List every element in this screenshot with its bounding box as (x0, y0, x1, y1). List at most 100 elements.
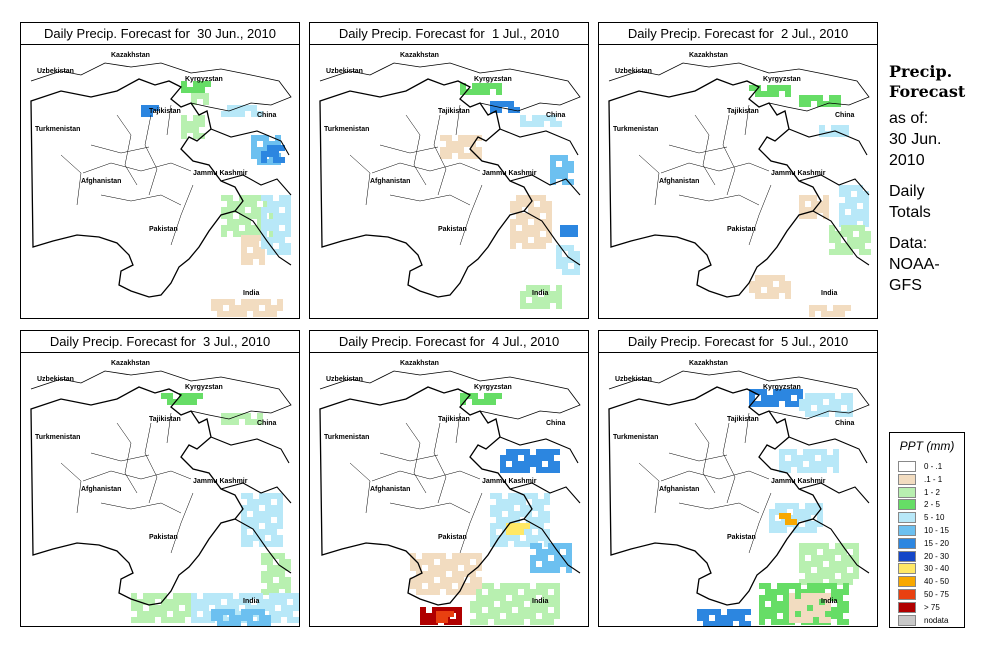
country-border (210, 128, 292, 266)
precip-cell (508, 517, 514, 523)
precip-cell (550, 179, 556, 185)
precip-cell (257, 413, 263, 419)
precip-cell (203, 99, 209, 105)
panel-title: Daily Precip. Forecast for 2 Jul., 2010 (599, 23, 877, 45)
precip-cell (829, 393, 835, 399)
precip-cell (777, 601, 783, 607)
precip-cell (851, 209, 857, 215)
precip-cell (241, 299, 247, 305)
precip-cell (847, 555, 853, 561)
precip-cell (470, 553, 476, 559)
precip-cell (193, 133, 199, 139)
precip-map: Uzbekistan Kazakhstan Kyrgyzstan Tajikistan… (608, 360, 870, 626)
precip-cell (825, 583, 831, 589)
precip-cell (805, 195, 811, 201)
precip-cell (839, 215, 845, 221)
precip-cell (524, 613, 530, 619)
precip-cell (185, 599, 191, 605)
precip-cell (506, 467, 512, 473)
precip-cell (845, 305, 851, 311)
precip-cell (534, 213, 540, 219)
precip-cell (522, 195, 528, 201)
precip-cell (277, 505, 283, 511)
precip-cell (793, 527, 799, 533)
precip-cell (783, 613, 789, 619)
country-label: Kazakhstan (689, 360, 728, 367)
precip-cell (227, 599, 233, 605)
precip-cell (767, 401, 773, 407)
precip-cell (221, 207, 227, 213)
precip-cell (490, 107, 496, 113)
precip-cell (422, 571, 428, 577)
precip-cell (532, 303, 538, 309)
precip-cell (556, 303, 562, 309)
legend-label: nodata (924, 615, 949, 625)
precip-cell (817, 509, 823, 515)
precip-cell (821, 449, 827, 455)
precip-cell (767, 91, 773, 97)
precip-cell (847, 225, 853, 231)
precip-cell (239, 593, 245, 599)
precip-cell (500, 595, 506, 601)
precip-cell (265, 311, 271, 317)
precip-cell (819, 589, 825, 595)
precip-cell (514, 541, 520, 547)
precip-cell (265, 493, 271, 499)
precip-cell (779, 287, 785, 293)
precip-cell (149, 605, 155, 611)
precip-cell (494, 589, 500, 595)
precip-cell (259, 621, 265, 626)
country-border (499, 436, 581, 574)
precip-cell (799, 579, 805, 585)
precip-cell (799, 201, 805, 207)
precip-cell (438, 607, 444, 613)
precip-cell (829, 231, 835, 237)
precip-cell (524, 467, 530, 473)
precip-cell (813, 589, 819, 595)
precip-cell (773, 401, 779, 407)
precip-cell (560, 225, 566, 231)
precip-cell (221, 195, 227, 201)
precip-cell (466, 89, 472, 95)
precip-cell (817, 207, 823, 213)
precip-cell (715, 615, 721, 621)
country-label: Jammu Kashmir (193, 478, 248, 485)
precip-cell (267, 577, 273, 583)
legend-label: 2 - 5 (924, 500, 941, 510)
precip-cell (191, 99, 197, 105)
precip-cell (859, 231, 865, 237)
precip-cell (534, 237, 540, 243)
precip-cell (203, 605, 209, 611)
province-border (638, 412, 772, 554)
precip-cell (223, 311, 229, 317)
precip-cell (241, 235, 247, 241)
precip-cell (490, 393, 496, 399)
precip-cell (239, 213, 245, 219)
country-border (319, 62, 581, 112)
precip-cell (799, 95, 805, 101)
precip-cell (241, 541, 247, 547)
precip-cell (769, 527, 775, 533)
precip-cell (534, 231, 540, 237)
precip-cell (458, 153, 464, 159)
precip-cell (267, 589, 273, 595)
precip-cell (771, 613, 777, 619)
precip-cell (241, 247, 247, 253)
precip-cell (799, 195, 805, 201)
precip-cell (261, 553, 267, 559)
precip-cell (496, 493, 502, 499)
precip-cell (805, 405, 811, 411)
precip-cell (488, 583, 494, 589)
precip-cell (847, 543, 853, 549)
precip-cell (845, 215, 851, 221)
precip-cell (755, 281, 761, 287)
precip-cell (257, 159, 263, 165)
precip-cell (859, 243, 865, 249)
precip-cell (554, 467, 560, 473)
precip-cell (259, 517, 265, 523)
precip-cell (827, 455, 833, 461)
panel-title: Daily Precip. Forecast for 5 Jul., 2010 (599, 331, 877, 353)
precip-cell (739, 621, 745, 626)
precip-cell (554, 555, 560, 561)
precip-cell (191, 611, 197, 617)
